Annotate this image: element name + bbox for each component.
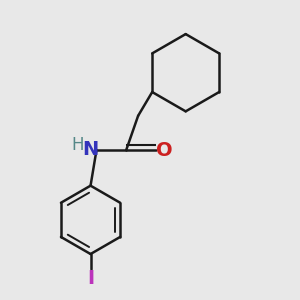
Text: H: H xyxy=(72,136,84,154)
Text: I: I xyxy=(87,269,94,288)
Text: N: N xyxy=(82,140,98,159)
Text: O: O xyxy=(156,140,172,160)
